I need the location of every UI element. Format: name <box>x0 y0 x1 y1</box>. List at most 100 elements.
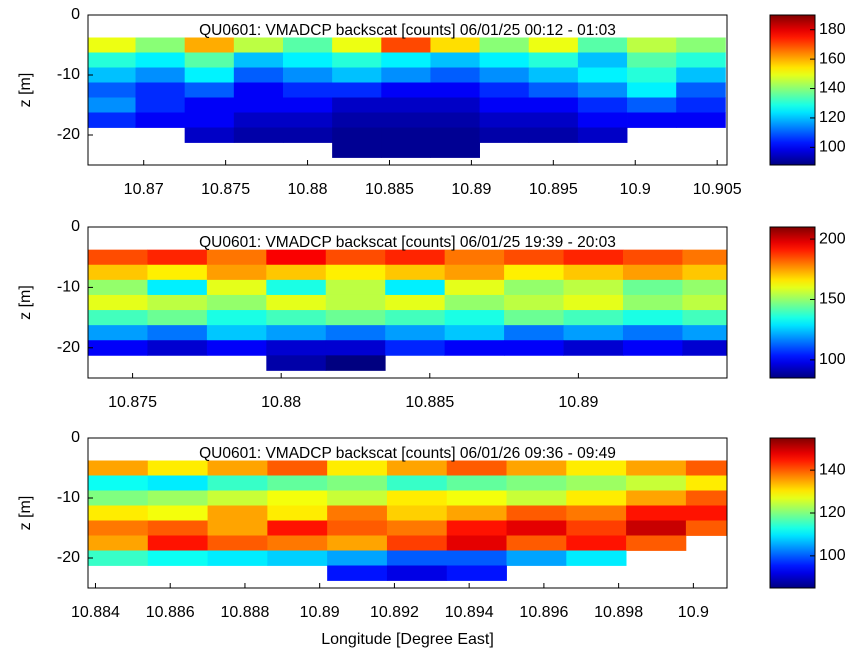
cell <box>682 249 727 266</box>
cell <box>332 82 382 98</box>
cell <box>88 490 149 506</box>
x-tick-label: 10.884 <box>71 604 120 621</box>
cell <box>147 264 208 281</box>
colorbar-tick-label: 160 <box>819 50 846 67</box>
cell <box>88 294 148 311</box>
cell <box>282 112 333 128</box>
cell <box>386 505 448 521</box>
cell <box>332 97 382 113</box>
cell <box>267 460 328 476</box>
cell <box>267 550 328 566</box>
cell <box>135 97 186 113</box>
cell <box>504 294 564 311</box>
colorbar-tick-label: 180 <box>819 21 846 38</box>
cell <box>207 520 268 536</box>
cell <box>147 340 208 356</box>
cell <box>385 310 446 326</box>
cell <box>506 520 567 536</box>
colorbar <box>769 14 816 166</box>
cell <box>506 475 567 491</box>
cell <box>206 325 267 341</box>
heatmap <box>88 460 727 581</box>
cell <box>206 310 267 326</box>
cell <box>566 460 627 476</box>
cell <box>430 37 480 53</box>
colorbar <box>769 437 816 589</box>
y-axis-label: z [m] <box>17 496 34 531</box>
cell <box>184 97 235 113</box>
cell <box>184 52 235 68</box>
cell <box>88 97 136 113</box>
cell <box>685 505 727 521</box>
cell <box>577 67 628 83</box>
cell <box>135 82 186 98</box>
cell <box>266 294 327 311</box>
cell <box>147 310 208 326</box>
cell <box>626 475 687 491</box>
y-tick-label: 0 <box>71 6 80 23</box>
cell <box>566 520 627 536</box>
x-axis-label: Longitude [Degree East] <box>321 631 494 648</box>
y-tick-label: 0 <box>71 429 80 446</box>
cell <box>135 112 186 128</box>
cell <box>267 490 328 506</box>
cell <box>676 37 726 53</box>
cell <box>332 142 382 158</box>
cell <box>327 460 388 476</box>
cell <box>332 67 382 83</box>
cell <box>446 550 507 566</box>
cell <box>626 505 687 521</box>
cell <box>566 535 627 551</box>
cell <box>444 264 505 281</box>
cell <box>381 127 431 143</box>
cell <box>685 475 727 491</box>
cell <box>207 505 268 521</box>
cell <box>506 505 567 521</box>
x-tick-label: 10.9 <box>678 604 709 621</box>
cell <box>622 264 683 281</box>
cell <box>233 97 284 113</box>
cell <box>325 279 386 296</box>
cell <box>385 249 446 266</box>
cell <box>332 37 382 53</box>
cell <box>627 112 677 128</box>
cell <box>88 340 148 356</box>
x-tick-label: 10.895 <box>529 181 578 198</box>
cell <box>135 67 186 83</box>
cell <box>88 550 149 566</box>
cell <box>627 67 677 83</box>
cell <box>207 490 268 506</box>
x-tick-label: 10.885 <box>405 394 454 411</box>
cell <box>430 142 480 158</box>
cell <box>233 52 284 68</box>
cell <box>446 520 507 536</box>
x-tick-label: 10.88 <box>261 394 301 411</box>
cell <box>563 325 624 341</box>
cell <box>184 82 235 98</box>
y-tick-label: -20 <box>57 549 80 566</box>
cell <box>266 279 327 296</box>
panel-title: QU0601: VMADCP backscat [counts] 06/01/2… <box>199 445 616 462</box>
cell <box>184 37 235 53</box>
cell <box>332 52 382 68</box>
x-tick-label: 10.886 <box>146 604 195 621</box>
cell <box>233 82 284 98</box>
cell <box>676 112 726 128</box>
cell <box>147 520 208 536</box>
cell <box>386 535 448 551</box>
cell <box>282 97 333 113</box>
cell <box>627 97 677 113</box>
y-tick-label: -10 <box>57 279 80 296</box>
cell <box>626 460 687 476</box>
cell <box>622 325 683 341</box>
cell <box>88 535 149 551</box>
cell <box>327 550 388 566</box>
cell <box>446 505 507 521</box>
cell <box>147 294 208 311</box>
cell <box>528 97 579 113</box>
cell <box>206 264 267 281</box>
cell <box>282 52 333 68</box>
cell <box>381 112 431 128</box>
cell <box>184 112 235 128</box>
